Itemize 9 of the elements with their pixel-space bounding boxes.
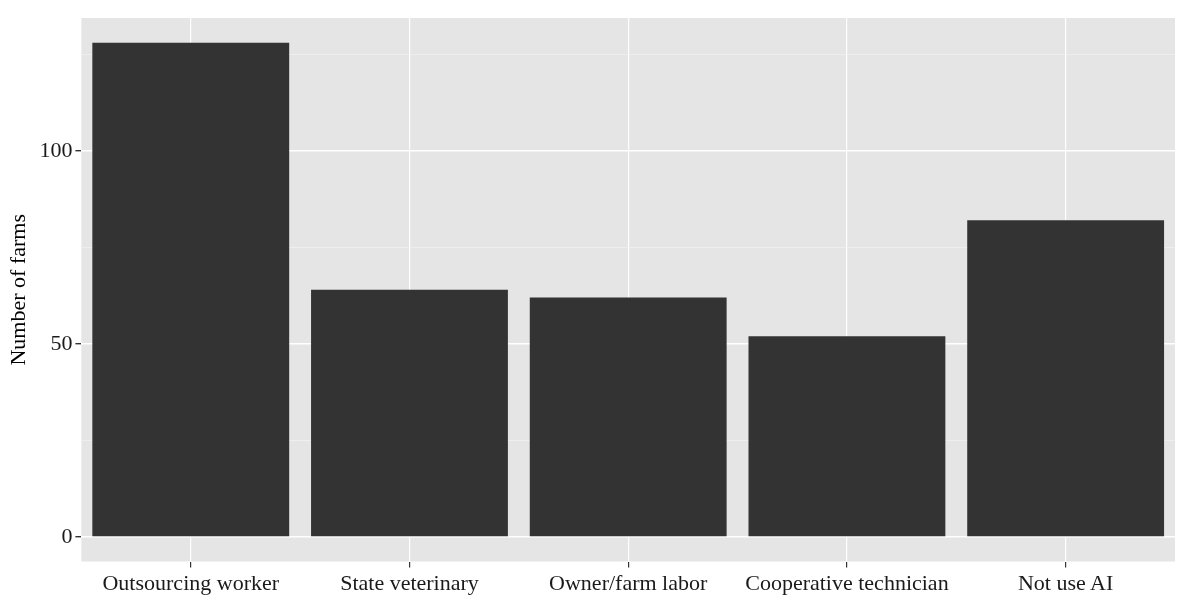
x-tick-label: Not use AI xyxy=(1017,569,1114,595)
y-axis-title: Number of farms xyxy=(4,214,30,366)
x-tick-label: Outsourcing worker xyxy=(102,569,280,595)
y-tick-label: 50 xyxy=(50,329,73,355)
x-tick-label: Owner/farm labor xyxy=(549,569,708,595)
x-tick-label: State veterinary xyxy=(340,569,479,595)
y-tick-label: 100 xyxy=(39,136,73,162)
x-tick-label: Cooperative technician xyxy=(745,569,949,595)
y-tick-label: 0 xyxy=(61,522,73,548)
